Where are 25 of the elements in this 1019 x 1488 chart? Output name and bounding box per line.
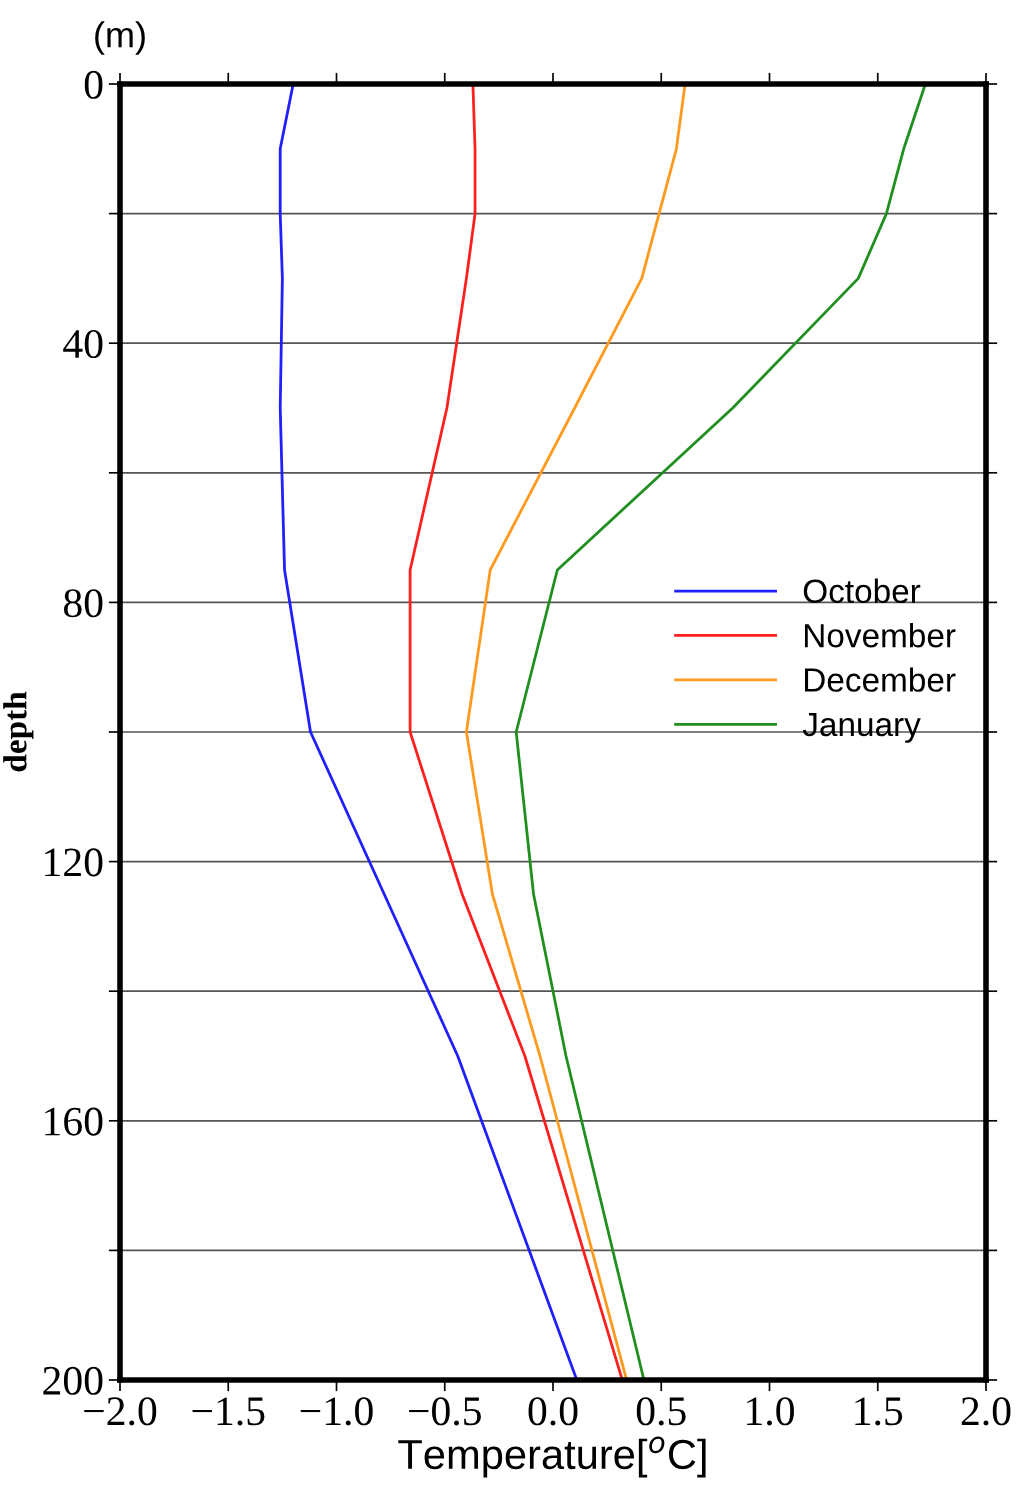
text: (m): [95, 21, 145, 55]
x-tick-label: 0.5: [636, 1397, 686, 1426]
x-tick-label: 2.0: [961, 1397, 1011, 1426]
y-tick-label: 200: [43, 1366, 103, 1395]
legend-label: January: [802, 713, 921, 743]
y-tick-label: 120: [45, 848, 103, 877]
y-tick-label: 40: [63, 329, 103, 359]
x-tick-label: 1.5: [855, 1397, 903, 1426]
legend-label: October: [803, 578, 921, 604]
y-axis-title: depth: [3, 691, 34, 772]
y-tick-label: 80: [63, 589, 103, 618]
x-tick-label: 0.0: [528, 1397, 578, 1426]
y-tick-label: 160: [45, 1107, 103, 1136]
legend-label: December: [804, 667, 956, 692]
y-tick-label: 0: [84, 70, 103, 99]
x-axis-title: Temperature[$^{o}$C]: [398, 1436, 706, 1478]
line-series: [465, 84, 687, 1380]
line-series: [408, 84, 624, 1380]
line-series: [278, 84, 579, 1380]
x-tick-label: 1.0: [747, 1397, 794, 1426]
x-tick-label: −0.5: [409, 1397, 481, 1426]
x-tick-label: −1.5: [192, 1397, 265, 1426]
x-tick-label: −2.0: [84, 1397, 157, 1426]
x-tick-label: −1.0: [300, 1397, 373, 1426]
legend-label: November: [804, 622, 956, 648]
